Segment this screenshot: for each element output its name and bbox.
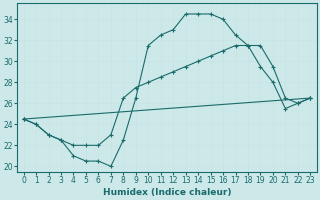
X-axis label: Humidex (Indice chaleur): Humidex (Indice chaleur) (103, 188, 231, 197)
